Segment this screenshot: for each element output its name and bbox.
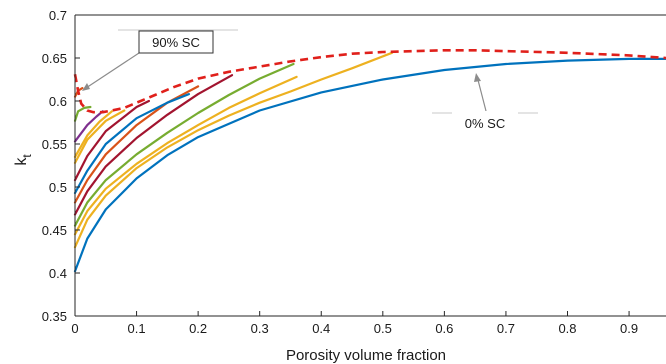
annotation-0-sc-text: 0% SC (465, 116, 505, 131)
x-tick-label: 0.8 (558, 321, 576, 336)
annotation-90-sc: 90% SC (82, 29, 238, 91)
annotation-0-sc-arrow-line (477, 79, 487, 112)
y-tick-label: 0.45 (42, 223, 67, 238)
series-layer (73, 49, 666, 273)
x-tick-label: 0.5 (374, 321, 392, 336)
x-tick-label: 0.3 (251, 321, 269, 336)
annotation-90-sc-text: 90% SC (152, 35, 200, 50)
x-axis-label: Porosity volume fraction (286, 347, 446, 364)
x-tick-label: 0 (71, 321, 78, 336)
y-tick-label: 0.55 (42, 137, 67, 152)
y-tick-label: 0.4 (49, 266, 67, 281)
y-tick-label: 0.6 (49, 94, 67, 109)
series-line-7 (73, 93, 190, 195)
series-line-10 (73, 110, 113, 158)
y-axis-label-main: k (13, 157, 30, 166)
series-line-2 (73, 51, 394, 249)
y-ticks: 0.35 0.4 0.45 0.5 0.55 0.6 0.65 0.7 (42, 8, 80, 324)
series-line-11 (73, 110, 104, 143)
x-tick-label: 0.6 (435, 321, 453, 336)
series-line-8 (73, 99, 150, 182)
y-tick-label: 0.5 (49, 180, 67, 195)
x-tick-label: 0.7 (497, 321, 515, 336)
annotation-90-sc-arrow-line (85, 52, 140, 89)
annotation-0-sc: 0% SC (432, 73, 538, 135)
y-tick-label: 0.7 (49, 8, 67, 23)
x-tick-label: 0.9 (620, 321, 638, 336)
y-axis-label: kt (13, 154, 34, 166)
series-line-4 (73, 62, 295, 227)
series-line-envelope (73, 49, 666, 114)
x-tick-label: 0.4 (312, 321, 330, 336)
y-axis-label-subscript: t (20, 154, 34, 158)
series-line-1 (73, 57, 666, 273)
series-line-3 (73, 75, 298, 236)
series-line-9 (73, 109, 126, 164)
annotation-90-sc-arrowhead (82, 83, 90, 91)
x-ticks: 0 0.1 0.2 0.3 0.4 0.5 0.6 0.7 0.8 0.9 (71, 311, 638, 336)
x-tick-label: 0.2 (189, 321, 207, 336)
y-tick-label: 0.35 (42, 309, 67, 324)
y-tick-label: 0.65 (42, 51, 67, 66)
plot-area (75, 15, 666, 316)
series-line-5 (73, 74, 234, 216)
series-line-12 (73, 105, 92, 122)
annotation-0-sc-box (452, 111, 518, 135)
annotation-0-sc-arrowhead (474, 73, 481, 82)
x-tick-label: 0.1 (128, 321, 146, 336)
annotation-90-sc-box (138, 30, 214, 54)
